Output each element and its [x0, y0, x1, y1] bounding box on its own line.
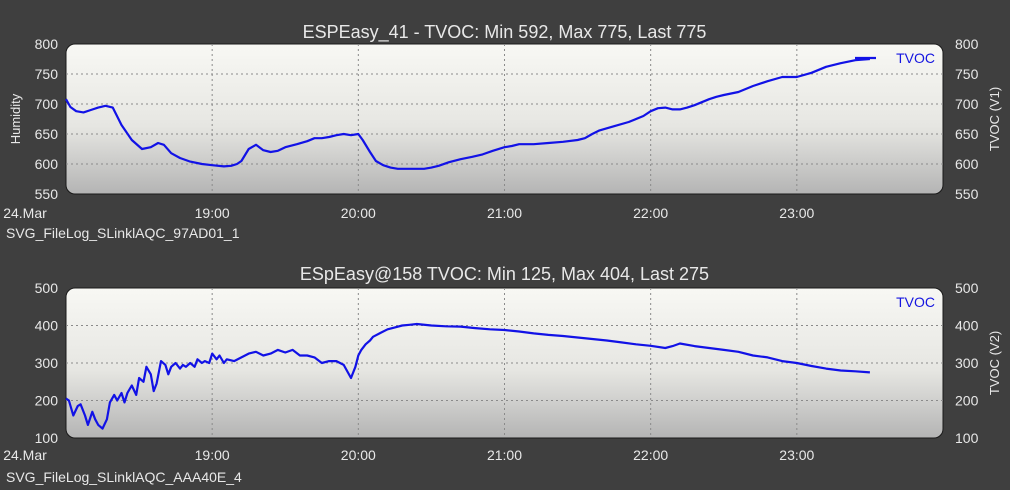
y-tick-label-right: 550 — [955, 186, 979, 202]
chart-title: ESPEasy_41 - TVOC: Min 592, Max 775, Las… — [303, 22, 707, 43]
y-tick-label-right: 100 — [955, 430, 979, 446]
legend-label: TVOC — [896, 294, 935, 310]
y-tick-label-right: 200 — [955, 393, 979, 409]
x-tick-label: 20:00 — [341, 205, 376, 221]
source-filename: SVG_FileLog_SLinklAQC_AAA40E_4 — [6, 469, 242, 485]
y-tick-label-left: 200 — [35, 393, 59, 409]
chart-title: ESpEasy@158 TVOC: Min 125, Max 404, Last… — [300, 264, 709, 284]
y-tick-label-left: 300 — [35, 355, 59, 371]
x-tick-label: 23:00 — [779, 447, 814, 463]
y-tick-label-right: 650 — [955, 126, 979, 142]
x-tick-label: 22:00 — [633, 447, 668, 463]
y-tick-label-left: 600 — [35, 156, 59, 172]
y-tick-label-right: 400 — [955, 318, 979, 334]
y-tick-label-right: 700 — [955, 96, 979, 112]
y-tick-label-right: 300 — [955, 355, 979, 371]
x-tick-label: 19:00 — [195, 205, 230, 221]
y-tick-label-right: 600 — [955, 156, 979, 172]
chart-panel-2: ESpEasy@158 TVOC: Min 125, Max 404, Last… — [3, 264, 1002, 485]
y-tick-label-left: 650 — [35, 126, 59, 142]
chart-panel-1: ESPEasy_41 - TVOC: Min 592, Max 775, Las… — [3, 22, 1002, 241]
y-tick-label-right: 500 — [955, 280, 979, 296]
y-tick-label-left: 500 — [35, 280, 59, 296]
y-tick-label-left: 700 — [35, 96, 59, 112]
x-tick-label: 20:00 — [341, 447, 376, 463]
y2-axis-label: TVOC (V1) — [987, 87, 1002, 151]
x-tick-label: 21:00 — [487, 447, 522, 463]
x-tick-label: 21:00 — [487, 205, 522, 221]
series-line-tvoc — [65, 57, 870, 170]
y-tick-label-left: 100 — [35, 430, 59, 446]
source-filename: SVG_FileLog_SLinklAQC_97AD01_1 — [6, 225, 240, 241]
y-tick-label-left: 550 — [35, 186, 59, 202]
legend-label: TVOC — [896, 50, 935, 66]
x-tick-label: 19:00 — [195, 447, 230, 463]
y2-axis-label: TVOC (V2) — [987, 331, 1002, 395]
y-tick-label-left: 800 — [35, 36, 59, 52]
x-tick-label: 24.Mar — [3, 205, 47, 221]
y-tick-label-right: 800 — [955, 36, 979, 52]
y-tick-label-right: 750 — [955, 66, 979, 82]
y-tick-label-left: 750 — [35, 66, 59, 82]
y-axis-label: Humidity — [8, 93, 23, 144]
x-tick-label: 22:00 — [633, 205, 668, 221]
x-tick-label: 24.Mar — [3, 447, 47, 463]
y-tick-label-left: 400 — [35, 318, 59, 334]
series-line-tvoc — [65, 322, 870, 430]
x-tick-label: 23:00 — [779, 205, 814, 221]
